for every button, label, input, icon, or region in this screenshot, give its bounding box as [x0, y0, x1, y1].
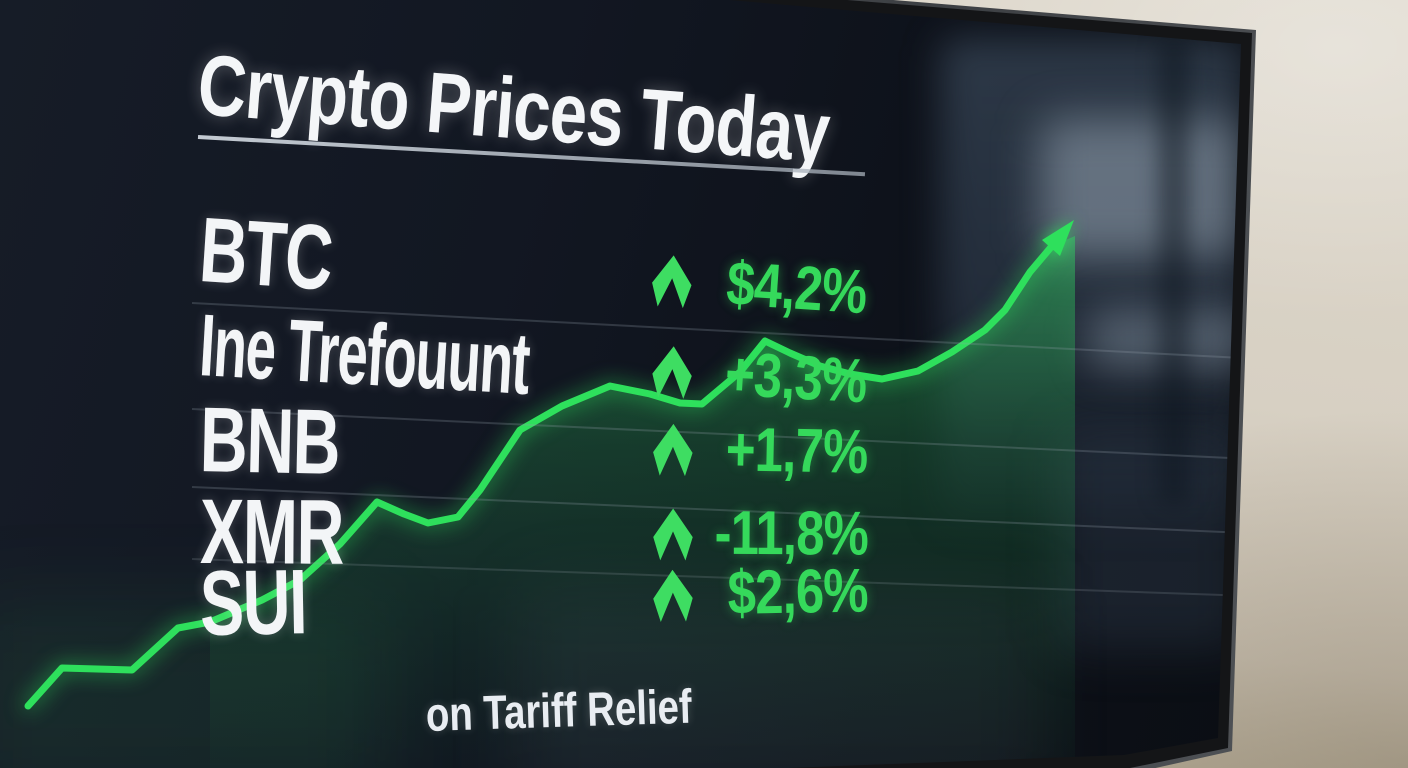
trend-line — [24, 242, 1056, 710]
price-change: +1,7% — [725, 415, 869, 488]
up-arrow-icon — [651, 423, 694, 476]
up-arrow-icon — [651, 569, 694, 622]
trend-arrowhead-icon — [1042, 220, 1074, 256]
price-change: $2,6% — [727, 556, 869, 628]
up-arrow-icon — [649, 254, 694, 309]
reflection-lower — [1058, 430, 1241, 650]
price-change: $4,2% — [724, 249, 869, 328]
price-row-sui: SUI $2,6% — [199, 547, 869, 655]
footer-caption: on Tariff Relief — [425, 680, 693, 742]
reflection-window-frame — [1158, 36, 1190, 506]
up-arrow-icon — [650, 345, 695, 399]
reflection-bright-pane — [1040, 118, 1240, 258]
ticker-symbol: SUI — [199, 550, 307, 655]
trend-area — [210, 236, 1075, 768]
